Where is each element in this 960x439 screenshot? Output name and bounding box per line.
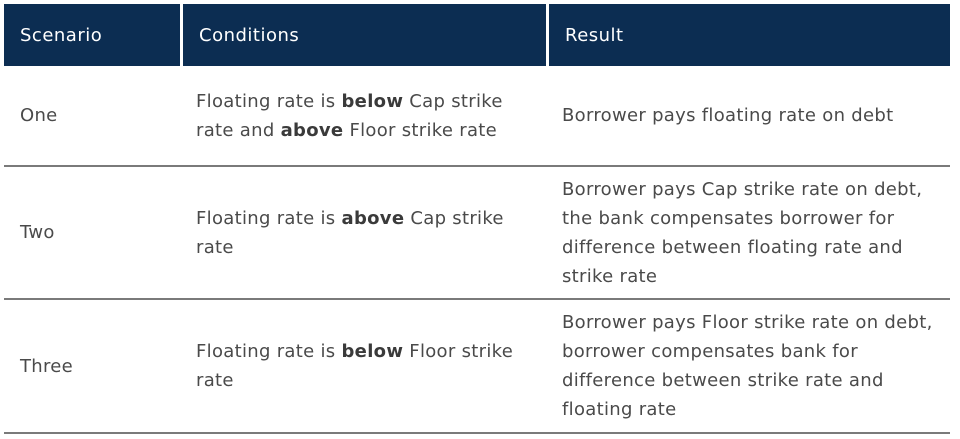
conditions-cell: Floating rate is above Cap strike rate: [180, 167, 546, 298]
scenario-table: Scenario Conditions Result One Floating …: [4, 4, 950, 434]
result-cell: Borrower pays Cap strike rate on debt, t…: [562, 178, 923, 287]
scenario-cell: Two: [20, 222, 55, 243]
table-row: Two Floating rate is above Cap strike ra…: [4, 167, 950, 300]
table-row: One Floating rate is below Cap strike ra…: [4, 66, 950, 167]
conditions-text: Floating rate is below Floor strike rate: [196, 341, 514, 391]
table-header: Scenario Conditions Result: [4, 4, 950, 66]
table-row: Three Floating rate is below Floor strik…: [4, 300, 950, 434]
header-conditions: Conditions: [183, 4, 546, 66]
conditions-cell: Floating rate is below Cap strike rate a…: [180, 66, 546, 165]
scenario-cell: One: [20, 105, 58, 126]
scenario-cell: Three: [20, 355, 74, 377]
header-result: Result: [549, 4, 950, 66]
conditions-text: Floating rate is above Cap strike rate: [196, 207, 504, 258]
conditions-text: Floating rate is below Cap strike rate a…: [196, 90, 503, 141]
result-cell: Borrower pays Floor strike rate on debt,…: [562, 312, 933, 420]
result-cell: Borrower pays floating rate on debt: [562, 105, 894, 126]
header-scenario: Scenario: [4, 4, 180, 66]
conditions-cell: Floating rate is below Floor strike rate: [180, 300, 546, 432]
